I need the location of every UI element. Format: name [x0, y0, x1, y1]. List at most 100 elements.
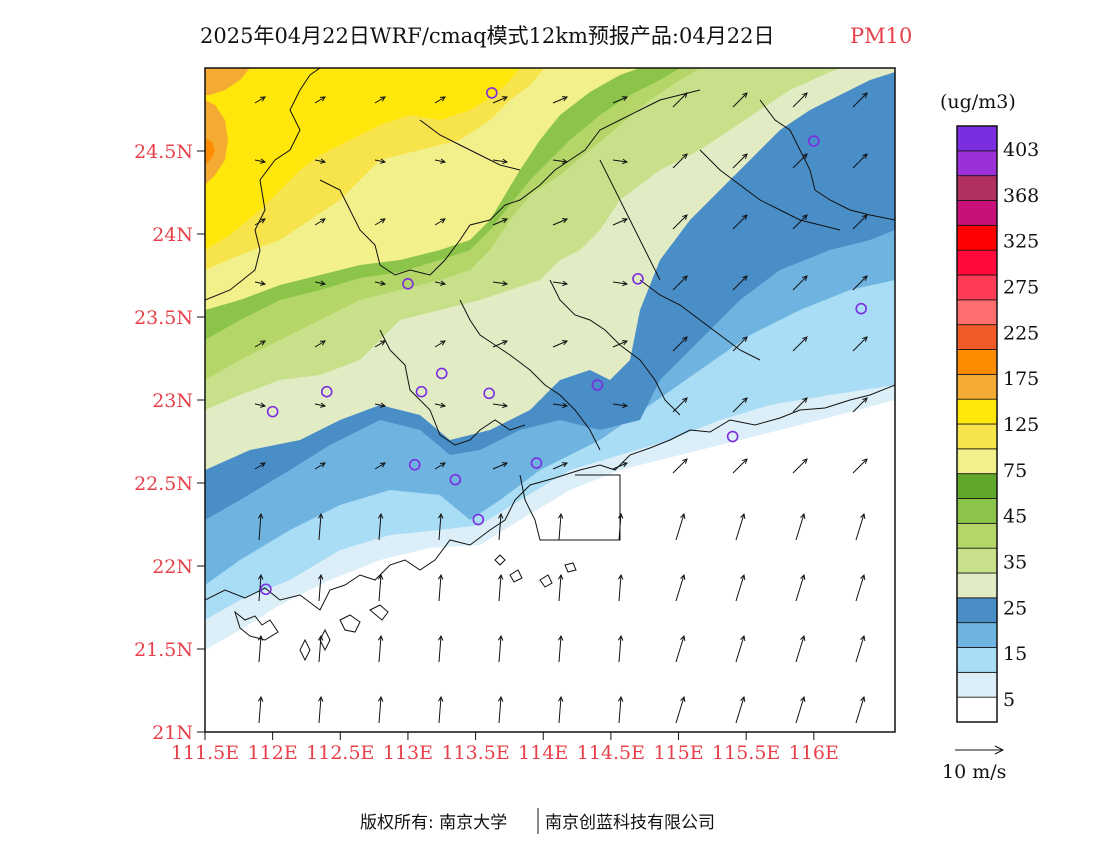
wind-arrow-icon	[735, 573, 746, 602]
wind-arrow-icon	[732, 214, 748, 230]
wind-arrow-icon	[377, 573, 384, 602]
station-marker-icon	[266, 405, 279, 418]
longitude-axis: 111.5E 112E 112.5E 113E 113.5E 114E 114.5E 115E…	[171, 732, 839, 764]
wind-arrow-icon	[434, 280, 447, 286]
wind-arrow-icon	[377, 634, 384, 663]
lat-tick-label: 24.5N	[134, 141, 193, 163]
wind-arrow-icon	[552, 462, 569, 470]
colorbar-swatch	[956, 448, 998, 475]
colorbar-label: 45	[1003, 506, 1027, 528]
station-marker-icon	[632, 273, 644, 285]
wind-arrow-icon	[437, 573, 444, 602]
wind-arrow-icon	[317, 695, 324, 724]
wind-arrow-icon	[492, 218, 509, 226]
station-marker-icon	[483, 387, 495, 400]
lat-tick-label: 24N	[152, 224, 193, 246]
colorbar-swatch	[956, 249, 998, 276]
colorbar-label: 403	[1003, 139, 1039, 161]
wind-arrow-icon	[672, 92, 688, 108]
lon-tick-label: 112E	[248, 742, 298, 764]
colorbar-swatch	[956, 671, 998, 698]
lon-tick-label: 116E	[789, 742, 839, 764]
wind-arrow-icon	[735, 634, 746, 663]
colorbar-swatch	[956, 473, 998, 499]
field-yellow-bright	[205, 68, 520, 250]
wind-arrow-icon	[675, 634, 686, 663]
wind-arrow-icon	[557, 512, 564, 541]
wind-arrow-icon	[675, 573, 686, 602]
station-marker-icon	[472, 513, 485, 526]
field-orange-top	[205, 68, 250, 95]
wind-arrow-icon	[552, 158, 569, 165]
wind-arrow-icon	[617, 634, 624, 663]
colorbar-swatch	[956, 324, 998, 350]
wind-arrow-icon	[314, 218, 326, 226]
wind-vectors	[254, 92, 868, 724]
wind-arrow-icon	[317, 634, 324, 663]
colorbar-swatch	[956, 349, 998, 375]
wind-arrow-icon	[254, 96, 266, 104]
wind-arrow-icon	[257, 634, 264, 663]
wind-arrow-icon	[374, 218, 386, 226]
station-marker-icon	[591, 379, 604, 391]
colorbar-swatch	[956, 696, 998, 723]
wind-arrow-icon	[254, 402, 267, 408]
lat-tick-label: 22N	[152, 556, 193, 578]
wind-arrow-icon	[852, 153, 868, 169]
wind-arrow-icon	[437, 634, 444, 663]
lat-tick-label: 23.5N	[134, 307, 193, 329]
station-marker-icon	[808, 135, 820, 147]
wind-arrow-icon	[855, 695, 866, 724]
colorbar-swatch	[956, 274, 998, 301]
wind-arrow-icon	[557, 695, 564, 724]
wind-arrow-icon	[492, 340, 509, 348]
wind-arrow-icon	[672, 275, 688, 291]
wind-arrow-icon	[434, 96, 446, 104]
wind-scale-arrowhead-icon	[994, 745, 1005, 755]
wind-arrow-icon	[497, 512, 504, 541]
lon-tick-label: 114.5E	[577, 742, 645, 764]
lon-tick-label: 113.5E	[441, 742, 509, 764]
colorbar-swatch	[956, 498, 998, 524]
boundaries	[205, 68, 895, 662]
map-title: 2025年04月22日WRF/cmaq模式12km预报产品:04月22日	[200, 24, 774, 48]
wind-arrow-icon	[314, 340, 326, 348]
wind-arrow-icon	[492, 96, 509, 104]
wind-arrow-icon	[437, 695, 444, 724]
colorbar-swatch	[956, 398, 998, 425]
wind-arrow-icon	[672, 214, 688, 230]
wind-scale: 10 m/s	[942, 745, 1006, 783]
wind-arrow-icon	[552, 280, 569, 287]
wind-arrow-icon	[377, 512, 384, 541]
colorbar-swatch	[956, 125, 998, 152]
wind-arrow-icon	[374, 96, 386, 104]
wind-arrow-icon	[557, 634, 564, 663]
wind-arrow-icon	[612, 96, 629, 104]
wind-arrow-icon	[374, 280, 387, 286]
wind-arrow-icon	[732, 397, 748, 413]
variable-label: PM10	[850, 24, 912, 48]
wind-arrow-icon	[735, 695, 746, 724]
wind-arrow-icon	[552, 96, 569, 104]
wind-arrow-icon	[374, 402, 387, 408]
wind-arrow-icon	[852, 458, 868, 474]
field-orange-high	[205, 100, 228, 185]
wind-arrow-icon	[557, 573, 564, 602]
wind-arrow-icon	[257, 573, 264, 602]
wind-arrow-icon	[675, 512, 686, 541]
station-marker-icon	[260, 583, 272, 596]
station-marker-icon	[486, 87, 498, 99]
colorbar-label: 325	[1003, 231, 1039, 253]
plot-area	[205, 68, 895, 732]
colorbar-label: 275	[1003, 276, 1039, 298]
colorbar-swatch	[956, 299, 998, 326]
colorbar-label: 35	[1003, 552, 1027, 574]
wind-arrow-icon	[497, 573, 504, 602]
wind-arrow-icon	[434, 402, 447, 408]
wind-arrow-icon	[612, 280, 629, 287]
colorbar-label: 15	[1003, 643, 1027, 665]
wind-arrow-icon	[314, 462, 326, 470]
wind-arrow-icon	[374, 462, 386, 470]
colorbar-label: 225	[1003, 322, 1039, 344]
wind-arrow-icon	[672, 397, 688, 413]
